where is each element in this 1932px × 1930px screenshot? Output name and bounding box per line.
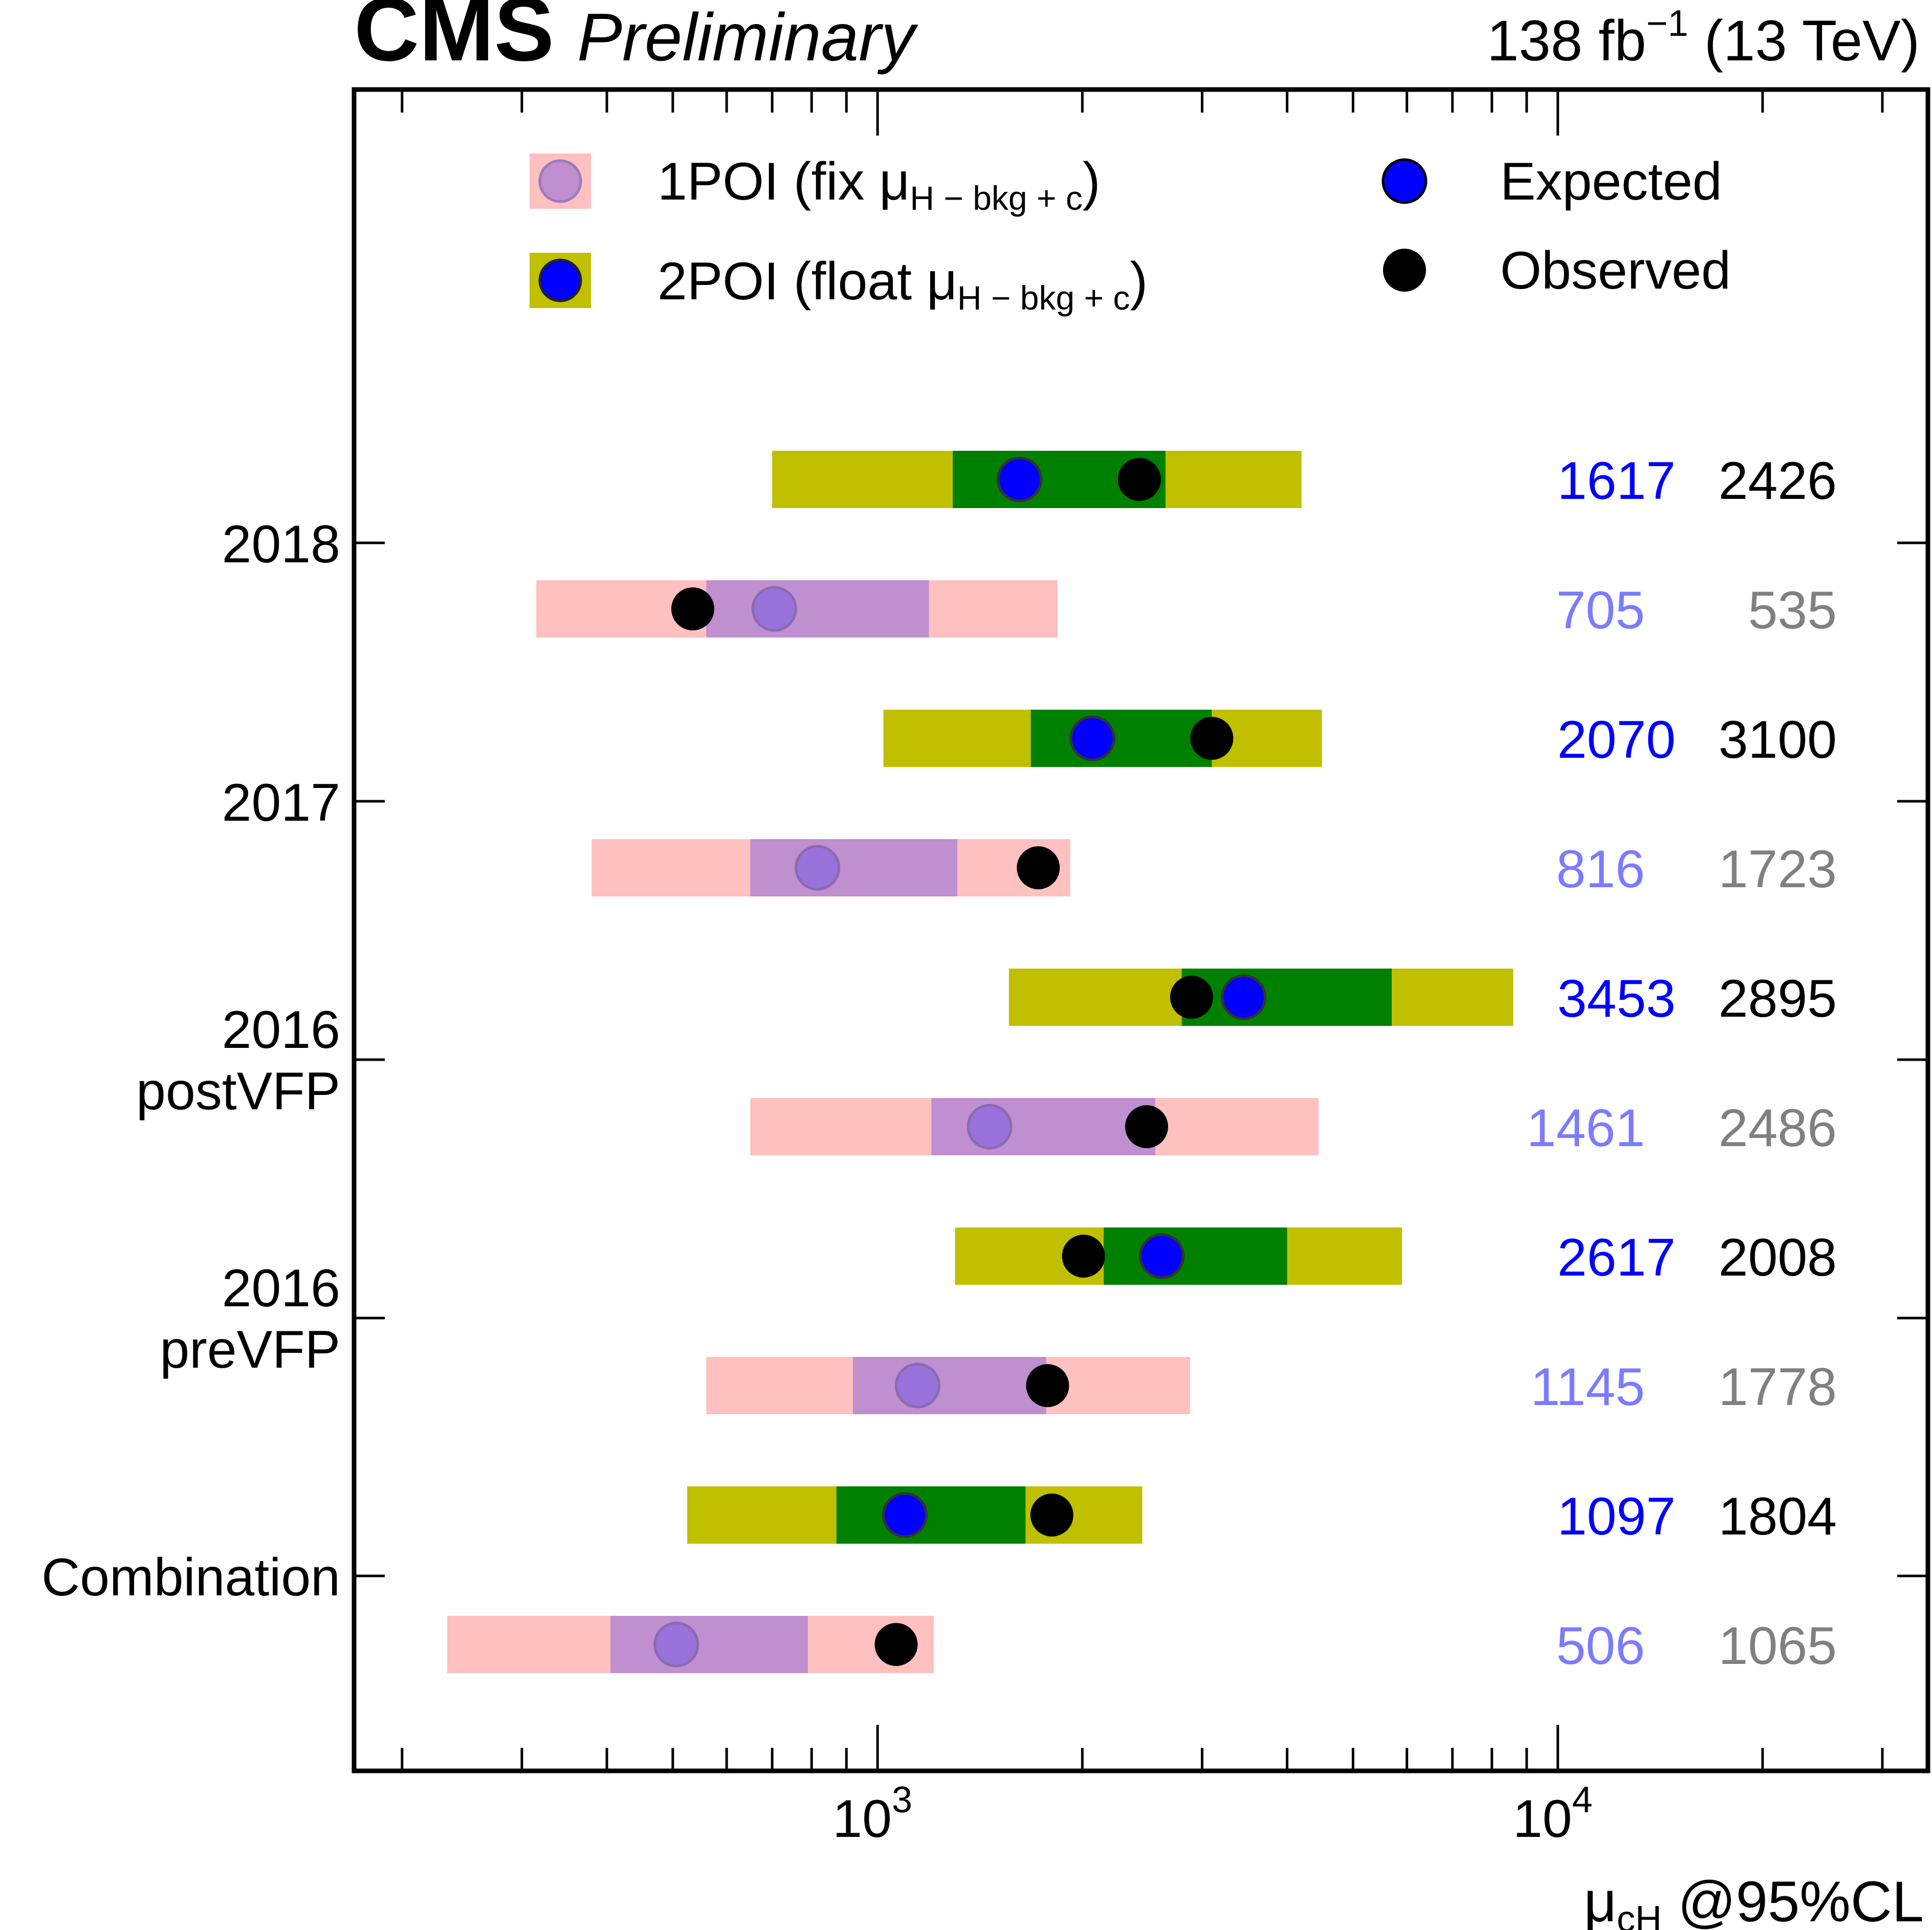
category-label-combination-line-1: Combination	[41, 1548, 340, 1607]
x-tick-label-exp-1000: 3	[892, 1780, 912, 1821]
expected-marker-2poi-2018	[997, 456, 1043, 502]
expected-marker-2poi-2017	[1069, 715, 1115, 761]
observed-value-2poi-combination: 1804	[1719, 1487, 1837, 1546]
legend-2poi-suffix: )	[1130, 252, 1148, 311]
observed-value-1poi-combination: 1065	[1719, 1616, 1837, 1676]
x-axis: 103 104	[354, 90, 1928, 1849]
observed-marker-2poi-combination	[1030, 1494, 1073, 1537]
bands-layer	[447, 451, 1513, 1673]
observed-value-2poi-2018: 2426	[1719, 451, 1837, 511]
x-tick-label-base-10000: 10	[1513, 1789, 1572, 1849]
value-labels: 1617 2426 705 535 2070 3100 816 1723 3453 2895 146…	[1527, 451, 1837, 1676]
lumi-exponent: −1	[1646, 3, 1688, 44]
x-tick-label-10000: 104	[1513, 1780, 1593, 1849]
lumi-label: 138 fb−1 (13 TeV)	[1487, 3, 1920, 73]
expected-value-1poi-2016-prevfp: 1145	[1530, 1357, 1645, 1417]
legend-expected-label: Expected	[1500, 152, 1722, 211]
observed-value-2poi-2016-postvfp: 2895	[1719, 969, 1837, 1028]
observed-marker-2poi-2016-prevfp	[1062, 1235, 1105, 1278]
band-1sigma-2poi-combination	[836, 1486, 1026, 1544]
observed-marker-1poi-2017	[1017, 846, 1060, 889]
band-1sigma-1poi-2017	[750, 839, 958, 896]
band-1sigma-1poi-2016-prevfp	[852, 1357, 1046, 1414]
legend-2poi-label: 2POI (float μH − bkg + c)	[657, 252, 1148, 317]
observed-value-2poi-2016-prevfp: 2008	[1719, 1228, 1837, 1287]
expected-marker-1poi-2017	[795, 845, 841, 891]
x-axis-title-sub: cH	[1617, 1899, 1662, 1930]
expected-value-1poi-2018: 705	[1556, 581, 1645, 640]
category-label-2018-line-1: 2018	[222, 515, 340, 574]
legend-observed-marker	[1383, 249, 1426, 292]
band-1sigma-2poi-2017	[1030, 710, 1212, 767]
expected-marker-1poi-2016-postvfp	[967, 1104, 1013, 1150]
legend-2poi-sub: H − bkg + c	[957, 279, 1130, 317]
legend-1poi-label: 1POI (fix μH − bkg + c)	[657, 152, 1101, 217]
observed-marker-2poi-2016-postvfp	[1170, 976, 1213, 1019]
observed-value-1poi-2017: 1723	[1719, 840, 1837, 899]
legend-observed-label: Observed	[1500, 241, 1731, 300]
band-1sigma-1poi-combination	[610, 1616, 808, 1673]
x-axis-title-prefix: μ	[1584, 1870, 1617, 1930]
observed-marker-1poi-2016-prevfp	[1026, 1364, 1069, 1407]
preliminary-label: Preliminary	[577, 0, 918, 75]
observed-value-1poi-2016-prevfp: 1778	[1719, 1357, 1837, 1417]
markers-layer	[653, 456, 1267, 1668]
expected-value-2poi-2018: 1617	[1557, 451, 1676, 511]
x-axis-title: μcH @95%CL	[1584, 1870, 1924, 1930]
legend-1poi-sub: H − bkg + c	[910, 179, 1083, 217]
x-tick-label-base-1000: 10	[832, 1789, 892, 1849]
lumi-prefix: 138 fb	[1487, 9, 1646, 73]
category-label-2016-postvfp-line-1: 2016	[222, 1000, 340, 1060]
band-1sigma-2poi-2016-postvfp	[1181, 969, 1392, 1026]
expected-marker-1poi-2018	[751, 586, 797, 632]
expected-value-1poi-combination: 506	[1556, 1616, 1645, 1676]
legend-1poi-marker	[538, 159, 582, 203]
expected-value-2poi-2016-postvfp: 3453	[1557, 969, 1676, 1028]
category-label-2017-line-1: 2017	[222, 773, 340, 832]
lumi-suffix: (13 TeV)	[1688, 9, 1920, 73]
expected-marker-1poi-2016-prevfp	[894, 1363, 940, 1409]
observed-marker-1poi-combination	[874, 1623, 918, 1666]
observed-value-1poi-2016-postvfp: 2486	[1719, 1099, 1837, 1158]
observed-marker-1poi-2016-postvfp	[1125, 1105, 1168, 1148]
band-1sigma-1poi-2018	[706, 580, 929, 638]
category-label-2016-prevfp-line-1: 2016	[222, 1259, 340, 1318]
observed-marker-2poi-2017	[1190, 717, 1234, 760]
band-1sigma-2poi-2016-prevfp	[1104, 1227, 1287, 1285]
legend-2poi-marker	[538, 258, 582, 302]
x-axis-title-suffix: @95%CL	[1662, 1870, 1924, 1930]
expected-marker-2poi-2016-postvfp	[1221, 974, 1267, 1020]
legend-2poi-prefix: 2POI (float μ	[657, 252, 957, 311]
plot-frame	[352, 87, 1930, 1773]
expected-marker-2poi-combination	[882, 1492, 928, 1538]
legend-expected-marker	[1381, 158, 1428, 204]
expected-value-1poi-2017: 816	[1556, 840, 1645, 899]
legend: 1POI (fix μH − bkg + c) 2POI (float μH −…	[530, 152, 1731, 317]
category-label-2016-prevfp-line-2: preVFP	[160, 1320, 340, 1379]
x-tick-label-exp-10000: 4	[1572, 1780, 1592, 1821]
expected-value-2poi-combination: 1097	[1557, 1487, 1676, 1546]
observed-marker-1poi-2018	[671, 587, 714, 630]
observed-value-2poi-2017: 3100	[1719, 710, 1837, 770]
cms-label: CMS	[354, 0, 554, 80]
legend-1poi-prefix: 1POI (fix μ	[657, 152, 910, 211]
observed-marker-2poi-2018	[1117, 458, 1161, 501]
expected-marker-1poi-combination	[653, 1621, 699, 1668]
expected-value-2poi-2017: 2070	[1557, 710, 1676, 770]
x-tick-label-1000: 103	[832, 1780, 912, 1849]
expected-value-2poi-2016-prevfp: 2617	[1557, 1228, 1676, 1287]
expected-value-1poi-2016-postvfp: 1461	[1527, 1099, 1645, 1158]
legend-1poi-suffix: )	[1083, 152, 1101, 211]
category-label-2016-postvfp-line-2: postVFP	[136, 1062, 340, 1121]
observed-value-1poi-2018: 535	[1748, 581, 1837, 640]
expected-marker-2poi-2016-prevfp	[1139, 1233, 1185, 1279]
band-1sigma-1poi-2016-postvfp	[931, 1098, 1155, 1155]
